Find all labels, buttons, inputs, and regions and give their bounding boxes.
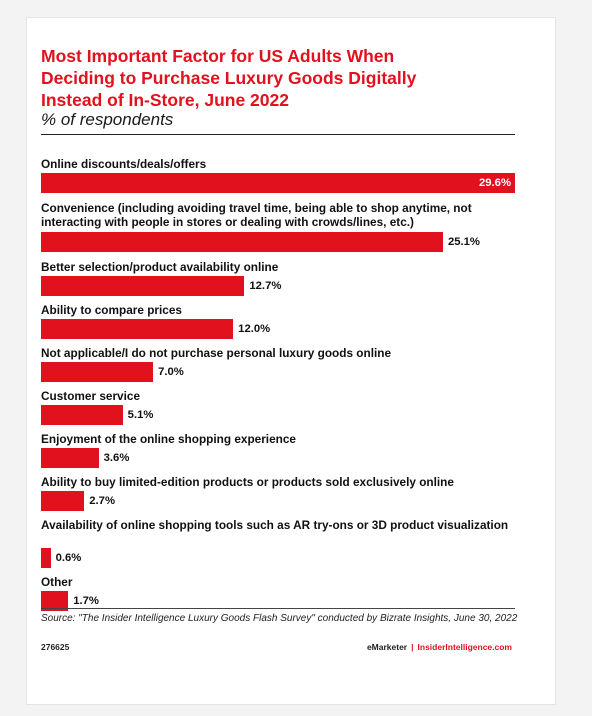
source-note: Source: "The Insider Intelligence Luxury… (41, 613, 518, 624)
value-label: 5.1% (127, 409, 154, 421)
category-label: Convenience (including avoiding travel t… (41, 201, 472, 229)
value-label: 12.0% (238, 323, 271, 335)
bar (41, 591, 69, 611)
bar (41, 491, 85, 511)
insider-intelligence-link[interactable]: InsiderIntelligence.com (417, 642, 512, 652)
category-label: Not applicable/I do not purchase persona… (41, 346, 392, 360)
bar (41, 276, 245, 296)
bar (41, 319, 234, 339)
value-label: 1.7% (73, 595, 99, 607)
bar (41, 362, 154, 382)
bar (41, 232, 443, 252)
value-label: 29.6% (478, 177, 511, 189)
chart-card (26, 17, 556, 705)
category-label: Ability to buy limited-edition products … (41, 475, 454, 489)
title-divider (41, 134, 515, 135)
value-label: 7.0% (158, 366, 184, 378)
category-label: Better selection/product availability on… (41, 260, 279, 274)
chart-title: Most Important Factor for US Adults When… (41, 46, 417, 110)
brand-separator: | (411, 642, 414, 652)
bar (41, 173, 515, 193)
category-label: Availability of online shopping tools su… (41, 518, 509, 532)
category-label: Ability to compare prices (41, 303, 182, 317)
category-label: Other (41, 575, 73, 589)
chart-subtitle: % of respondents (41, 110, 174, 129)
chart-id: 276625 (41, 642, 70, 652)
value-label: 25.1% (447, 236, 480, 248)
category-label: Enjoyment of the online shopping experie… (41, 432, 296, 446)
value-label: 2.7% (89, 495, 115, 507)
brand-footer: eMarketer | InsiderIntelligence.com (367, 642, 512, 652)
source-divider (41, 608, 515, 609)
bar (41, 448, 99, 468)
bar (41, 548, 51, 568)
category-label: Customer service (41, 389, 141, 403)
value-label: 12.7% (249, 280, 282, 292)
category-label: Online discounts/deals/offers (41, 157, 207, 171)
emarketer-brand: eMarketer (366, 642, 408, 652)
value-label: 3.6% (103, 452, 130, 464)
value-label: 0.6% (55, 552, 82, 564)
bar (41, 405, 123, 425)
